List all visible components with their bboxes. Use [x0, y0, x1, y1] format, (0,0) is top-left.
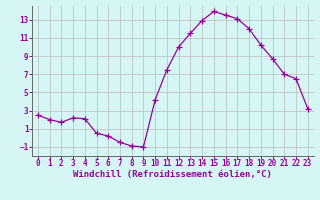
- X-axis label: Windchill (Refroidissement éolien,°C): Windchill (Refroidissement éolien,°C): [73, 170, 272, 179]
